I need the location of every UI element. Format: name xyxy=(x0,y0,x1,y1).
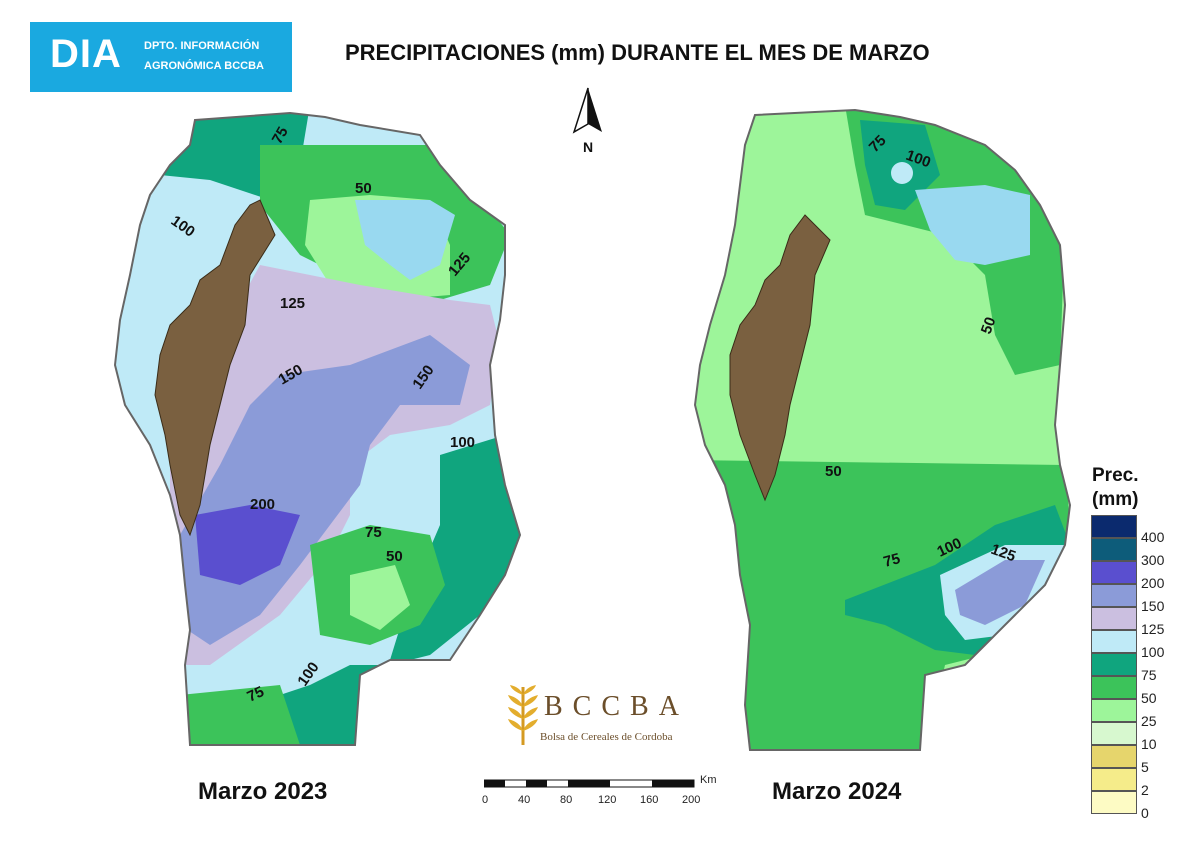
legend-label: 50 xyxy=(1141,690,1157,706)
legend-label: 25 xyxy=(1141,713,1157,729)
legend-item: 125 xyxy=(1091,607,1181,637)
dia-logo: DIA DPTO. INFORMACIÓN AGRONÓMICA BCCBA xyxy=(30,22,292,92)
wheat-icon xyxy=(508,685,538,745)
logo-subtitle-line1: DPTO. INFORMACIÓN xyxy=(144,40,260,52)
scale-tick: 80 xyxy=(560,794,573,806)
legend-swatch xyxy=(1091,653,1137,676)
legend-swatch xyxy=(1091,584,1137,607)
bccba-brand: BCCBA Bolsa de Cereales de Cordoba xyxy=(500,683,720,753)
legend-label: 100 xyxy=(1141,644,1165,660)
map-title: PRECIPITACIONES (mm) DURANTE EL MES DE M… xyxy=(345,40,930,65)
legend-item: 5 xyxy=(1091,745,1181,775)
legend-label: 0 xyxy=(1141,805,1149,821)
contour-label: 50 xyxy=(355,180,372,197)
legend-label: 75 xyxy=(1141,667,1157,683)
legend-label: 400 xyxy=(1141,529,1165,545)
legend-swatch xyxy=(1091,791,1137,814)
contour-label: 75 xyxy=(365,524,382,541)
north-arrow-icon: N xyxy=(572,87,602,155)
legend-swatch xyxy=(1091,699,1137,722)
legend-label: 125 xyxy=(1141,621,1165,637)
scale-tick: 40 xyxy=(518,794,531,806)
legend-item: 2 xyxy=(1091,768,1181,798)
logo-main-text: DIA xyxy=(50,32,122,76)
brand-name: BCCBA xyxy=(544,691,689,722)
legend-swatch xyxy=(1091,561,1137,584)
legend-item: 400 xyxy=(1091,515,1181,545)
map-marzo-2024: 75 100 50 50 75 100 125 xyxy=(693,108,1072,751)
legend-title-line2: (mm) xyxy=(1092,489,1139,510)
scale-tick: 0 xyxy=(482,794,489,806)
contour-label: 75 xyxy=(882,550,903,571)
legend-swatch xyxy=(1091,538,1137,561)
legend-swatch xyxy=(1091,745,1137,768)
legend-label: 300 xyxy=(1141,552,1165,568)
legend-swatch xyxy=(1091,768,1137,791)
legend-label: 10 xyxy=(1141,736,1157,752)
legend-item: 200 xyxy=(1091,561,1181,591)
contour-label: 75 xyxy=(269,124,292,147)
legend-swatch xyxy=(1091,515,1137,538)
contour-label: 200 xyxy=(250,496,275,513)
legend-swatch xyxy=(1091,722,1137,745)
legend-label: 2 xyxy=(1141,782,1149,798)
legend-item: 100 xyxy=(1091,630,1181,660)
scale-tick: 160 xyxy=(640,794,659,806)
legend-label: 150 xyxy=(1141,598,1165,614)
legend-swatch xyxy=(1091,607,1137,630)
legend-label: 5 xyxy=(1141,759,1149,775)
legend-item: 75 xyxy=(1091,653,1181,683)
contour-label: 100 xyxy=(450,434,475,451)
legend-item: 300 xyxy=(1091,538,1181,568)
north-label: N xyxy=(583,139,593,155)
legend-swatch xyxy=(1091,676,1137,699)
legend-label: 200 xyxy=(1141,575,1165,591)
map-marzo-2023: 75 50 100 125 125 150 150 100 200 75 50 … xyxy=(113,111,522,746)
scale-tick: 200 xyxy=(682,794,701,806)
legend-title-line1: Prec. xyxy=(1092,465,1139,486)
legend-item: 25 xyxy=(1091,699,1181,729)
contour-label: 50 xyxy=(978,315,1000,336)
legend-item: 150 xyxy=(1091,584,1181,614)
scale-unit: Km xyxy=(700,774,717,786)
legend-swatch xyxy=(1091,630,1137,653)
contour-label: 125 xyxy=(280,295,305,312)
scale-bar: 0 40 80 120 160 200 Km xyxy=(480,774,725,812)
scale-tick: 120 xyxy=(598,794,617,806)
legend-item: 10 xyxy=(1091,722,1181,752)
legend-item: 50 xyxy=(1091,676,1181,706)
contour-label: 50 xyxy=(386,548,403,565)
contour-label: 50 xyxy=(825,463,842,480)
caption-marzo-2024: Marzo 2024 xyxy=(772,778,902,805)
logo-subtitle-line2: AGRONÓMICA BCCBA xyxy=(144,60,264,72)
legend-title: Prec. (mm) xyxy=(1092,464,1138,512)
contour-label: 75 xyxy=(245,683,267,705)
brand-subtitle: Bolsa de Cereales de Cordoba xyxy=(540,731,673,743)
caption-marzo-2023: Marzo 2023 xyxy=(198,778,328,805)
legend-item: 0 xyxy=(1091,791,1181,821)
